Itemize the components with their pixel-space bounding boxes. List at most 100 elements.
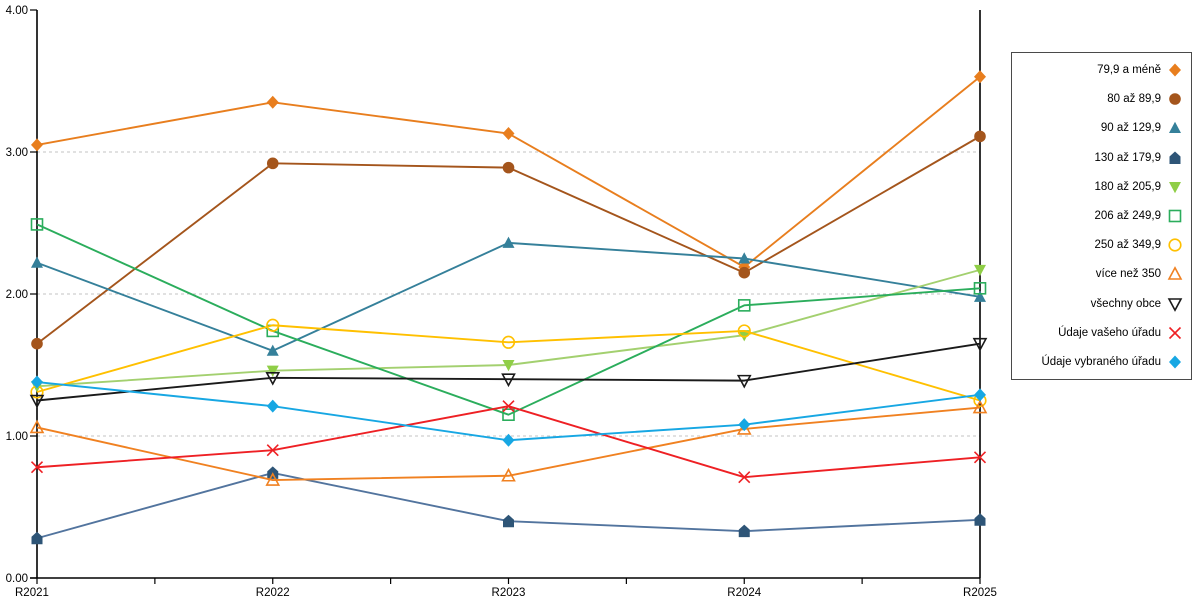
series-7 (29, 399, 988, 486)
triangle-down-marker-icon (29, 394, 45, 409)
legend-label: 80 až 89,9 (1107, 93, 1161, 106)
legend-item-4[interactable]: 180 až 205,9 (1016, 179, 1183, 195)
legend-label: 206 až 249,9 (1094, 209, 1161, 222)
triangle-down-marker-icon (974, 264, 986, 277)
legend-label: více než 350 (1095, 268, 1161, 281)
series-line (36, 223, 981, 416)
x-marker-icon (738, 471, 751, 484)
series-8 (29, 337, 988, 409)
square-marker-icon (737, 299, 751, 312)
diamond-marker-icon (738, 418, 751, 432)
circle-marker-icon (266, 157, 279, 170)
triangle-down-marker-icon (501, 373, 516, 388)
series-2 (31, 236, 986, 356)
legend-label: 90 až 129,9 (1100, 122, 1161, 135)
triangle-up-marker-icon (972, 399, 988, 414)
y-tick-label: 1.00 (6, 431, 28, 443)
legend-marker-icon (1168, 238, 1182, 252)
series-3 (31, 466, 986, 545)
series-line (36, 324, 981, 402)
diamond-marker-icon (1169, 63, 1181, 77)
pentagon-marker-icon (738, 524, 750, 538)
circle-marker-icon (737, 324, 751, 338)
legend-item-0[interactable]: 79,9 a méně (1016, 62, 1183, 78)
legend-marker-icon (1169, 63, 1181, 77)
triangle-up-marker-icon (266, 344, 279, 356)
diamond-marker-icon (502, 433, 515, 447)
circle-marker-icon (502, 161, 515, 174)
series-5 (30, 218, 987, 422)
triangle-up-marker-icon (1169, 122, 1181, 134)
square-marker-icon (502, 408, 515, 422)
x-tick-label: R2023 (492, 587, 526, 599)
y-tick-label: 4.00 (6, 5, 28, 17)
x-marker-icon (502, 400, 515, 413)
triangle-up-marker-icon (1167, 266, 1183, 281)
y-tick-label: 2.00 (6, 289, 28, 301)
series-4 (31, 264, 986, 393)
series-line (36, 241, 981, 352)
legend-marker-icon (1169, 151, 1181, 164)
x-marker-icon (973, 451, 987, 464)
triangle-down-marker-icon (738, 330, 751, 342)
legend-marker-icon (1169, 93, 1181, 105)
triangle-down-marker-icon (972, 337, 988, 352)
diamond-marker-icon (1169, 355, 1181, 369)
x-marker-icon (266, 444, 279, 457)
legend-item-5[interactable]: 206 až 249,9 (1016, 208, 1183, 224)
diamond-marker-icon (31, 138, 43, 152)
legend-item-7[interactable]: více než 350 (1016, 266, 1183, 282)
legend: 79,9 a méně 80 až 89,9 90 až 129,9 130 až 1… (1011, 52, 1192, 380)
series-line (36, 381, 981, 442)
triangle-up-marker-icon (974, 290, 986, 302)
legend-item-2[interactable]: 90 až 129,9 (1016, 120, 1183, 136)
legend-marker-icon (1167, 297, 1183, 312)
legend-item-1[interactable]: 80 až 89,9 (1016, 91, 1183, 107)
square-marker-icon (1168, 209, 1182, 223)
triangle-down-marker-icon (1169, 181, 1181, 193)
triangle-up-marker-icon (502, 236, 515, 248)
triangle-down-marker-icon (736, 374, 752, 389)
triangle-up-marker-icon (501, 467, 516, 482)
square-marker-icon (973, 282, 987, 295)
legend-marker-icon (1169, 122, 1181, 134)
series-10 (31, 375, 986, 447)
legend-marker-icon (1169, 181, 1181, 193)
triangle-up-marker-icon (738, 252, 751, 264)
circle-marker-icon (31, 337, 43, 350)
series-line (36, 342, 981, 402)
legend-label: Údaje vybraného úřadu (1041, 355, 1161, 368)
legend-label: 130 až 179,9 (1094, 151, 1161, 164)
legend-marker-icon (1168, 209, 1182, 223)
legend-item-3[interactable]: 130 až 179,9 (1016, 150, 1183, 166)
legend-marker-icon (1167, 266, 1183, 281)
triangle-down-marker-icon (1167, 297, 1183, 312)
x-tick-label: R2021 (15, 587, 49, 599)
pentagon-marker-icon (1169, 151, 1181, 164)
circle-marker-icon (266, 318, 280, 332)
series-line (36, 406, 981, 481)
pentagon-marker-icon (503, 514, 514, 528)
legend-label: 79,9 a méně (1097, 64, 1161, 76)
x-tick-label: R2022 (256, 587, 290, 599)
legend-item-10[interactable]: Údaje vybraného úřadu (1016, 354, 1183, 370)
diamond-marker-icon (31, 375, 43, 389)
legend-item-6[interactable]: 250 až 349,9 (1016, 237, 1183, 253)
legend-marker-icon (1169, 355, 1181, 369)
circle-marker-icon (501, 335, 516, 349)
x-tick-label: R2025 (963, 587, 997, 599)
diamond-marker-icon (502, 127, 515, 141)
square-marker-icon (30, 218, 44, 231)
triangle-up-marker-icon (31, 256, 43, 268)
legend-item-8[interactable]: všechny obce (1016, 296, 1183, 312)
triangle-down-marker-icon (502, 360, 515, 372)
circle-marker-icon (974, 130, 986, 143)
legend-label: všechny obce (1090, 297, 1161, 310)
triangle-up-marker-icon (265, 472, 281, 486)
legend-item-9[interactable]: Údaje vašeho úřadu (1016, 325, 1183, 341)
legend-label: 250 až 349,9 (1094, 239, 1161, 252)
circle-marker-icon (738, 266, 751, 279)
legend-label: Údaje vašeho úřadu (1058, 326, 1161, 339)
